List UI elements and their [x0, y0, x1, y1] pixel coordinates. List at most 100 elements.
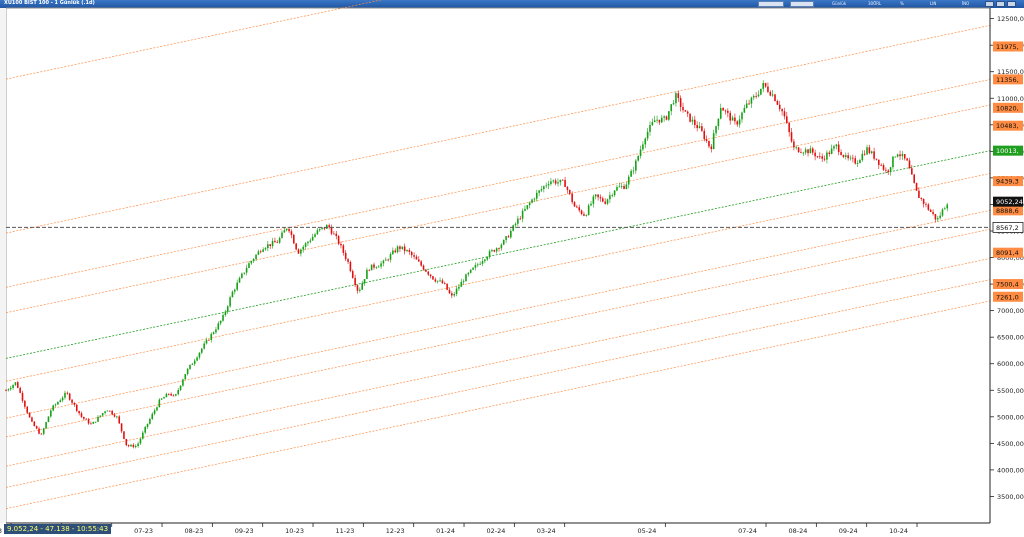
candle-body — [460, 281, 463, 287]
candle-body — [302, 246, 305, 250]
toolbar-label-indicator: İNO — [962, 1, 970, 6]
candle-body — [186, 368, 189, 375]
candle-body — [139, 438, 142, 444]
candle-body — [422, 265, 425, 270]
candle-body — [550, 181, 552, 185]
candle-body — [427, 271, 430, 275]
candle-body — [172, 395, 175, 397]
candle-body — [892, 156, 894, 168]
x-axis-ticks: 04-2305-2306-2307-2308-2309-2310-2311-23… — [0, 523, 918, 535]
candle-body — [146, 423, 149, 427]
candle-body — [830, 148, 833, 154]
candle-body — [333, 233, 335, 235]
candle-body — [665, 116, 668, 120]
level-label: 8091,4 — [996, 249, 1019, 257]
candle-body — [875, 158, 878, 160]
level-label-box — [993, 205, 1023, 216]
candle-body — [71, 399, 73, 403]
candle-body — [92, 421, 95, 424]
candle-body — [771, 94, 774, 96]
candle-body — [113, 414, 116, 417]
candle-body — [672, 103, 675, 105]
candle-body — [198, 352, 201, 358]
candle-body — [436, 280, 439, 282]
candle-body — [382, 260, 385, 264]
candle-body — [844, 155, 847, 157]
candle-body — [660, 117, 663, 123]
close-button[interactable] — [1007, 1, 1016, 7]
y-tick-label: 4500,00 — [997, 440, 1024, 448]
candle-body — [944, 208, 946, 210]
x-tick-label: 09-23 — [235, 527, 254, 535]
candle-body — [340, 243, 342, 246]
channel-mid-line — [5, 150, 991, 359]
candle-body — [42, 428, 45, 434]
candle-body — [189, 364, 191, 369]
candle-body — [78, 410, 80, 414]
candle-body — [762, 83, 765, 89]
candle-body — [208, 339, 210, 341]
toolbar-label-percent: % — [900, 1, 904, 6]
candle-body — [689, 113, 691, 122]
candle-body — [686, 111, 689, 114]
candle-body — [885, 169, 887, 171]
candle-body — [380, 263, 382, 267]
candle-body — [708, 140, 710, 147]
candle-body — [646, 131, 649, 139]
candle-body — [241, 273, 243, 278]
candle-body — [203, 343, 205, 349]
candle-body — [651, 122, 654, 125]
candle-body — [887, 170, 890, 172]
candle-body — [429, 274, 432, 277]
candle-body — [274, 240, 276, 243]
candle-body — [151, 413, 154, 419]
candle-body — [729, 112, 731, 121]
candle-body — [854, 158, 857, 164]
candle-body — [446, 283, 448, 290]
candle-body — [255, 254, 257, 259]
channel-line-2 — [5, 25, 991, 234]
candle-body — [300, 249, 302, 254]
x-tick-label: 01-24 — [436, 527, 455, 535]
level-label-box — [993, 41, 1023, 52]
candle-body — [705, 139, 708, 141]
candle-body — [738, 119, 741, 125]
candle-body — [80, 413, 83, 417]
candle-body — [561, 179, 564, 181]
candle-body — [40, 433, 43, 435]
y-tick-label: 11000,00 — [997, 95, 1024, 103]
period-selector[interactable] — [790, 1, 814, 7]
minimize-button[interactable] — [985, 1, 994, 7]
maximize-button[interactable] — [996, 1, 1005, 7]
symbol-selector[interactable] — [758, 1, 784, 7]
candle-body — [453, 293, 455, 296]
candle-body — [557, 182, 559, 184]
candle-body — [538, 190, 540, 193]
candle-body — [224, 311, 227, 316]
candle-body — [45, 422, 47, 429]
candle-body — [939, 215, 941, 219]
candle-body — [295, 243, 297, 250]
candle-body — [304, 243, 307, 247]
candle-body — [153, 410, 156, 414]
candle-body — [500, 244, 503, 249]
candle-body — [870, 151, 873, 154]
candle-body — [26, 406, 29, 413]
candle-body — [837, 144, 840, 153]
candle-body — [19, 387, 21, 393]
candle-body — [144, 426, 146, 433]
candle-body — [840, 152, 842, 156]
candle-body — [590, 203, 592, 206]
candle-body — [913, 174, 915, 183]
candle-body — [476, 264, 479, 266]
candle-body — [882, 165, 885, 170]
candle-body — [9, 388, 12, 390]
candle-body — [793, 141, 795, 148]
candle-body — [262, 249, 264, 252]
candle-body — [170, 393, 172, 396]
candle-body — [328, 225, 330, 228]
candle-body — [722, 108, 724, 111]
candle-body — [73, 402, 76, 405]
candle-body — [566, 187, 569, 190]
